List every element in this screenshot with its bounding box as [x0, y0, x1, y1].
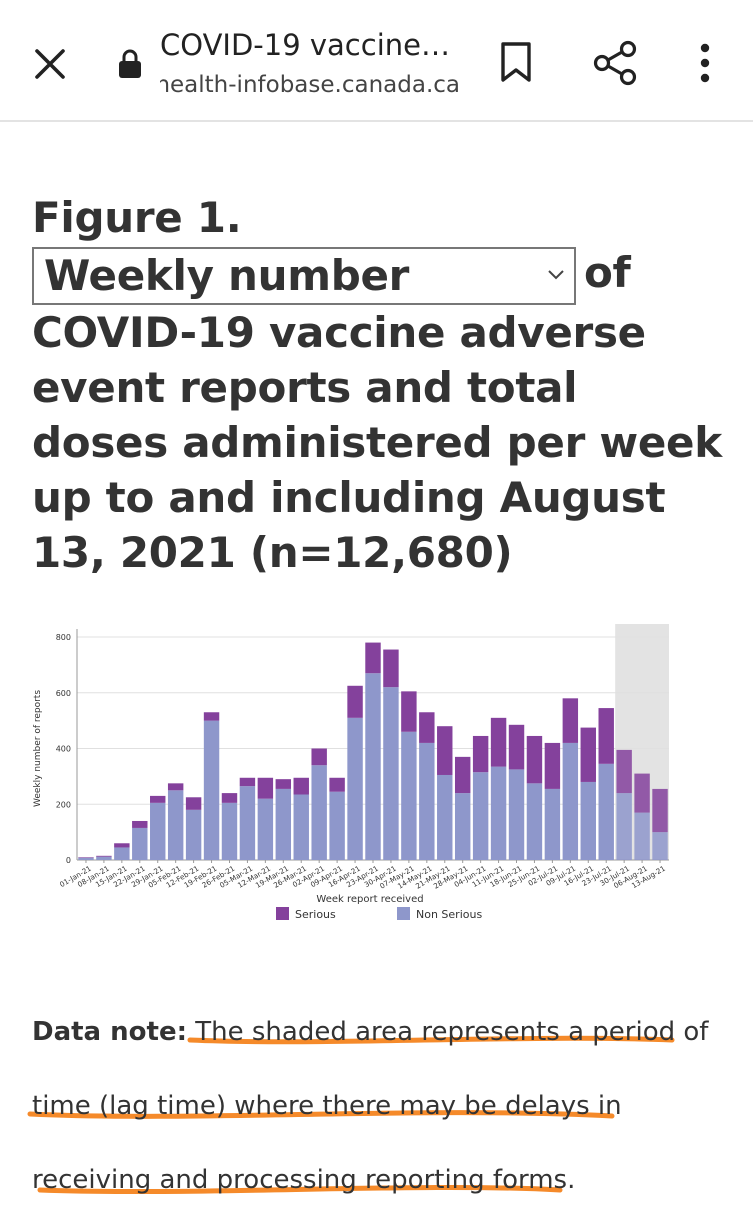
bar-serious — [96, 855, 112, 857]
bar-non-serious — [526, 783, 543, 860]
bar-non-serious — [221, 802, 238, 860]
bar-non-serious — [347, 717, 363, 860]
bar-serious — [454, 756, 471, 794]
bar-serious — [490, 717, 507, 767]
bar-non-serious — [203, 720, 220, 860]
bar-serious — [652, 788, 668, 833]
bar-non-serious — [150, 802, 166, 860]
bar-serious — [311, 748, 327, 766]
bar-serious — [329, 777, 345, 792]
bar-serious — [293, 777, 309, 795]
bar-non-serious — [562, 742, 579, 860]
legend-swatch-non-serious — [397, 907, 410, 920]
bar-non-serious — [508, 769, 525, 860]
bar-non-serious — [311, 765, 327, 860]
bar-serious — [275, 779, 292, 789]
page-title[interactable]: COVID-19 vaccine… — [160, 28, 450, 62]
bar-serious — [562, 698, 579, 743]
bar-non-serious — [293, 794, 309, 860]
bar-non-serious — [544, 788, 561, 860]
bar-non-serious — [616, 793, 632, 860]
url-text[interactable]: health-infobase.canada.ca — [160, 72, 460, 98]
share-icon[interactable] — [592, 40, 638, 86]
bar-serious — [580, 727, 596, 782]
bar-serious — [419, 712, 435, 743]
y-axis-title: Weekly number of reports — [33, 690, 43, 807]
data-note-text-1: The shaded area represents a period of — [195, 1017, 709, 1047]
legend-label-non-serious: Non Serious — [416, 908, 482, 921]
measure-select[interactable]: Weekly number — [32, 247, 576, 305]
bar-non-serious — [580, 781, 596, 860]
bar-serious — [383, 649, 399, 688]
bar-non-serious — [167, 790, 184, 860]
bar-non-serious — [132, 827, 148, 860]
bar-serious — [472, 735, 489, 773]
lock-icon — [119, 49, 141, 78]
bar-serious — [239, 777, 256, 787]
url-value[interactable]: health-infobase.canada.ca — [160, 72, 460, 98]
bar-serious — [167, 783, 184, 791]
browser-toolbar: COVID-19 vaccine… health-infobase.canada… — [0, 0, 753, 122]
bar-serious — [257, 777, 274, 799]
figure-title-text: of COVID-19 vaccine adverse event report… — [32, 248, 722, 577]
bar-non-serious — [472, 772, 489, 860]
data-note-label: Data note: — [32, 1017, 187, 1047]
data-note-line-3: receiving and processing reporting forms… — [32, 1165, 576, 1195]
bar-serious — [203, 712, 220, 721]
adverse-event-chart: 020040060080001-Jan-2108-Jan-2115-Jan-21… — [33, 624, 669, 921]
bar-serious — [616, 749, 632, 794]
x-axis-title: Week report received — [316, 894, 423, 905]
bar-serious — [347, 685, 363, 718]
bar-non-serious — [401, 731, 417, 860]
bar-non-serious — [419, 742, 435, 860]
bar-non-serious — [114, 847, 130, 860]
y-tick-label: 0 — [66, 856, 71, 865]
bar-serious — [150, 795, 166, 803]
y-tick-label: 600 — [56, 689, 71, 698]
bar-serious — [78, 857, 94, 858]
bar-serious — [401, 691, 417, 732]
data-note-line-2: time (lag time) where there may be delay… — [32, 1091, 622, 1121]
bar-serious — [634, 773, 650, 813]
bar-serious — [544, 742, 561, 789]
bar-non-serious — [383, 687, 399, 860]
close-icon[interactable] — [30, 44, 70, 84]
data-note: Data note: The shaded area represents a … — [32, 995, 732, 1217]
more-vert-icon[interactable] — [690, 40, 720, 86]
legend-label-serious: Serious — [295, 908, 336, 921]
bar-non-serious — [239, 786, 256, 860]
bar-serious — [598, 708, 614, 764]
y-tick-label: 200 — [56, 800, 71, 809]
bar-non-serious — [185, 809, 202, 860]
bar-serious — [526, 735, 543, 784]
legend-swatch-serious — [276, 907, 289, 920]
y-tick-label: 800 — [56, 633, 71, 642]
bar-non-serious — [96, 856, 112, 860]
bar-non-serious — [454, 793, 471, 860]
bar-serious — [114, 843, 130, 848]
bar-non-serious — [329, 791, 345, 860]
chevron-down-icon — [548, 270, 564, 280]
bar-non-serious — [437, 774, 453, 860]
bar-non-serious — [598, 763, 614, 860]
bar-non-serious — [490, 766, 507, 860]
bar-serious — [185, 797, 202, 810]
bar-non-serious — [652, 832, 668, 860]
bar-serious — [132, 820, 148, 828]
bar-non-serious — [634, 812, 650, 860]
bar-non-serious — [78, 857, 94, 860]
measure-select-value: Weekly number — [44, 251, 410, 300]
bar-serious — [437, 726, 453, 775]
bar-serious — [365, 642, 381, 674]
bar-serious — [508, 724, 525, 770]
figure-heading: Figure 1. Weekly number of COVID-19 vacc… — [32, 190, 722, 580]
bar-serious — [221, 793, 238, 803]
figure-label: Figure 1. — [32, 193, 242, 242]
y-tick-label: 400 — [56, 745, 71, 754]
bookmark-icon[interactable] — [496, 40, 536, 84]
bar-non-serious — [257, 798, 274, 860]
data-note-line-1: Data note: The shaded area represents a … — [32, 995, 732, 1069]
bar-non-serious — [365, 673, 381, 860]
bar-non-serious — [275, 788, 292, 860]
